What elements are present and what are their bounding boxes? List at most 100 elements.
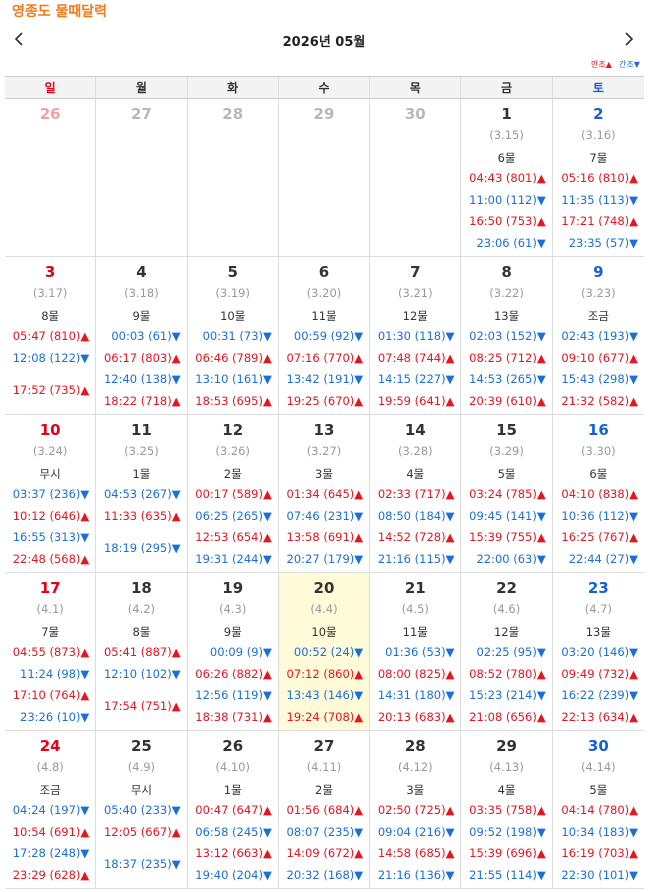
high-tide: 09:49 (732)▲: [561, 666, 638, 681]
day-number: 19: [222, 579, 244, 597]
low-tide: 23:35 (57)▼: [568, 235, 638, 250]
tide-phase: 4물: [497, 783, 516, 797]
high-tide: 18:53 (695)▲: [195, 393, 272, 408]
day-cell: 8 (3.22) 13물 02:03 (152)▼ 08:25 (712)▲ 14:53 …: [461, 257, 553, 415]
low-tide: 07:46 (231)▼: [286, 508, 364, 523]
low-tide: 14:31 (180)▼: [377, 688, 455, 702]
low-tide: 16:55 (313)▼: [12, 530, 90, 544]
tide-phase: 1물: [132, 467, 151, 481]
next-month[interactable]: [620, 30, 638, 48]
high-tide: 08:25 (712)▲: [469, 350, 546, 365]
high-tide: 13:58 (691)▲: [286, 530, 364, 544]
high-tide: 14:09 (672)▲: [286, 846, 364, 860]
day-number: 28: [404, 737, 426, 755]
day-number: 30: [587, 737, 609, 755]
day-cell: 10 (3.24) 무시 03:37 (236)▼ 10:12 (646)▲ 16:55 …: [5, 415, 97, 573]
day-number: 17: [39, 579, 61, 597]
day-number: 26: [222, 737, 244, 755]
lunar-date: (3.21): [397, 286, 433, 300]
day-number: 21: [404, 579, 426, 597]
low-tide: 00:52 (24)▼: [293, 645, 364, 659]
low-tide: 18:37 (235)▼: [103, 856, 181, 871]
low-tide: 22:44 (27)▼: [568, 551, 638, 566]
day-number: 11: [130, 421, 152, 439]
tide-phase: 1물: [223, 783, 242, 797]
tide-phase: 5물: [497, 467, 516, 481]
day-cell: 2 (3.16) 7물 05:16 (810)▲ 11:35 (113)▼ 17:21 (…: [552, 99, 644, 257]
low-tide: 17:28 (248)▼: [12, 846, 90, 860]
lunar-date: (3.28): [397, 444, 433, 458]
low-tide: 04:53 (267)▼: [103, 487, 181, 501]
high-tide: 07:16 (770)▲: [286, 350, 364, 365]
day-cell: 22 (4.6) 12물 02:25 (95)▼ 08:52 (780)▲ 15:23 (…: [461, 573, 553, 731]
tide-phase: 2물: [315, 783, 333, 797]
lunar-date: (4.10): [215, 760, 250, 774]
day-number: 16: [587, 421, 609, 439]
high-tide: 08:00 (825)▲: [377, 666, 455, 681]
day-cell: 1 (3.15) 6물 04:43 (801)▲ 11:00 (112)▼ 16:50 (…: [461, 99, 553, 257]
weekday-header: 화: [187, 77, 279, 99]
weekday-header: 월: [96, 77, 188, 99]
day-number: 29: [313, 105, 335, 123]
high-tide: 18:38 (731)▲: [195, 709, 272, 724]
lunar-date: (3.30): [581, 444, 616, 458]
lunar-date: (4.1): [36, 602, 64, 616]
lunar-date: (4.14): [581, 760, 616, 774]
lunar-date: (3.27): [306, 444, 342, 458]
lunar-date: (4.4): [310, 602, 338, 616]
day-cell: 11 (3.25) 1물 04:53 (267)▼ 11:33 (635)▲ 18:19 …: [96, 415, 188, 573]
high-tide: 04:55 (873)▲: [12, 645, 90, 659]
low-tide: 19:31 (244)▼: [195, 551, 272, 566]
high-tide: 03:35 (758)▲: [469, 803, 546, 817]
low-tide: 09:04 (216)▼: [377, 824, 455, 839]
tide-phase: 8물: [41, 309, 60, 323]
low-tide: 23:06 (61)▼: [476, 235, 546, 250]
day-cell: 15 (3.29) 5물 03:24 (785)▲ 09:45 (141)▼ 15:39 …: [461, 415, 553, 573]
high-tide: 01:34 (645)▲: [286, 487, 364, 501]
day-cell: 5 (3.19) 10물 00:31 (73)▼ 06:46 (789)▲ 13:10 (…: [187, 257, 279, 415]
weekday-header: 일: [5, 77, 97, 99]
high-tide: 22:13 (634)▲: [561, 709, 638, 724]
low-tide: 12:56 (119)▼: [195, 688, 272, 702]
high-tide: 06:26 (882)▲: [195, 666, 272, 681]
day-cell: 30 (4.14) 5물 04:14 (780)▲ 10:34 (183)▼ 16:19 …: [552, 731, 644, 889]
tide-phase: 10물: [220, 309, 246, 323]
high-tide: 15:39 (696)▲: [469, 846, 546, 860]
high-tide: 12:53 (654)▲: [195, 530, 272, 544]
high-tide: 15:39 (755)▲: [469, 530, 546, 544]
high-tide: 05:47 (810)▲: [12, 329, 90, 343]
low-tide: 21:16 (136)▼: [377, 867, 455, 882]
low-tide: 11:35 (113)▼: [561, 192, 638, 207]
day-cell: 7 (3.21) 12물 01:30 (118)▼ 07:48 (744)▲ 14:15 …: [370, 257, 462, 415]
high-tide: 07:48 (744)▲: [377, 350, 455, 365]
day-cell: 14 (3.28) 4물 02:33 (717)▲ 08:50 (184)▼ 14:52 …: [370, 415, 462, 573]
low-tide: 20:32 (168)▼: [286, 867, 364, 882]
day-number: 28: [222, 105, 244, 123]
day-number: 25: [130, 737, 152, 755]
day-cell: 4 (3.18) 9물 00:03 (61)▼ 06:17 (803)▲ 12:40 (1…: [96, 257, 188, 415]
day-cell: 28 (4.12) 3물 02:50 (725)▲ 09:04 (216)▼ 14:58 …: [370, 731, 462, 889]
low-tide: 02:03 (152)▼: [469, 329, 546, 343]
high-tide: 19:25 (670)▲: [286, 393, 364, 408]
day-cell: 3 (3.17) 8물 05:47 (810)▲ 12:08 (122)▼ 17:52 (…: [5, 257, 97, 415]
lunar-date: (4.3): [219, 602, 247, 616]
prev-month[interactable]: [10, 30, 28, 48]
low-tide: 22:00 (63)▼: [476, 551, 546, 566]
tide-phase: 13물: [493, 309, 520, 323]
weekday-header: 목: [370, 77, 462, 99]
low-tide: 03:20 (146)▼: [561, 645, 638, 659]
weekday-header: 토: [552, 77, 644, 99]
day-number: 18: [130, 579, 152, 597]
low-tide: 01:36 (53)▼: [385, 645, 455, 659]
high-tide: 00:47 (647)▲: [195, 803, 272, 817]
high-tide: 13:12 (663)▲: [195, 846, 272, 860]
high-tide: 11:33 (635)▲: [103, 508, 181, 523]
tide-phase: 조금: [39, 783, 61, 797]
lunar-date: (3.17): [32, 286, 68, 300]
day-number: 8: [501, 263, 512, 281]
lunar-date: (4.12): [397, 760, 433, 774]
lunar-date: (4.11): [306, 760, 342, 774]
lunar-date: (3.20): [306, 286, 342, 300]
low-tide: 10:34 (183)▼: [561, 824, 638, 839]
